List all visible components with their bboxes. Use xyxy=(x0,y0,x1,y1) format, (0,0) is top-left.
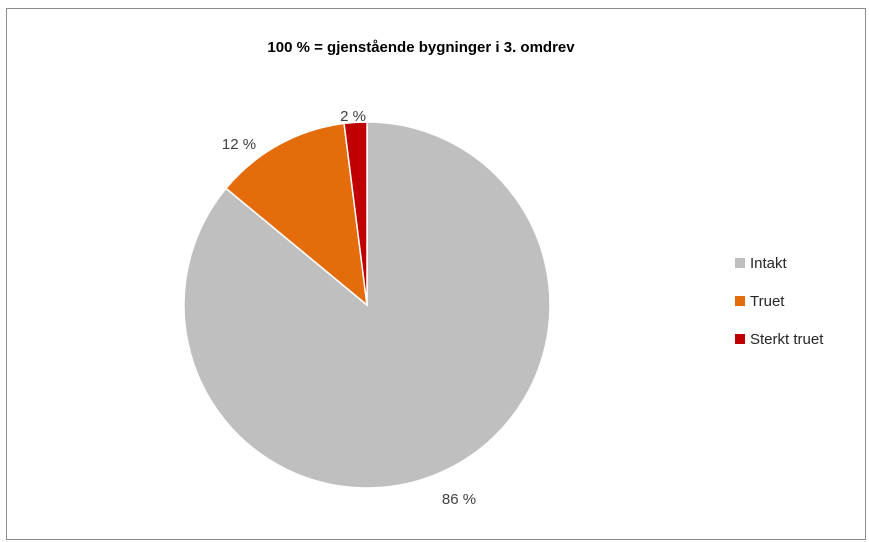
legend-label-intakt: Intakt xyxy=(750,254,787,272)
legend: Intakt Truet Sterkt truet xyxy=(735,253,823,367)
pie-chart: 86 % 12 % 2 % xyxy=(183,108,551,508)
legend-item-intakt: Intakt xyxy=(735,253,823,273)
pie-slice-sterkt-truet xyxy=(343,121,368,306)
data-label-truet: 12 % xyxy=(222,136,256,153)
chart-title: 100 % = gjenstående bygninger i 3. omdre… xyxy=(267,39,575,56)
data-label-intakt: 86 % xyxy=(442,491,476,508)
chart-area: 100 % = gjenstående bygninger i 3. omdre… xyxy=(6,8,866,540)
legend-swatch-truet xyxy=(735,296,745,306)
legend-swatch-sterkt-truet xyxy=(735,334,745,344)
legend-item-truet: Truet xyxy=(735,291,823,311)
pie-slice-truet xyxy=(224,122,368,307)
data-label-sterkt-truet: 2 % xyxy=(340,108,366,125)
legend-item-sterkt-truet: Sterkt truet xyxy=(735,329,823,349)
legend-swatch-intakt xyxy=(735,258,745,268)
legend-label-sterkt-truet: Sterkt truet xyxy=(750,330,824,348)
legend-label-truet: Truet xyxy=(750,292,785,310)
